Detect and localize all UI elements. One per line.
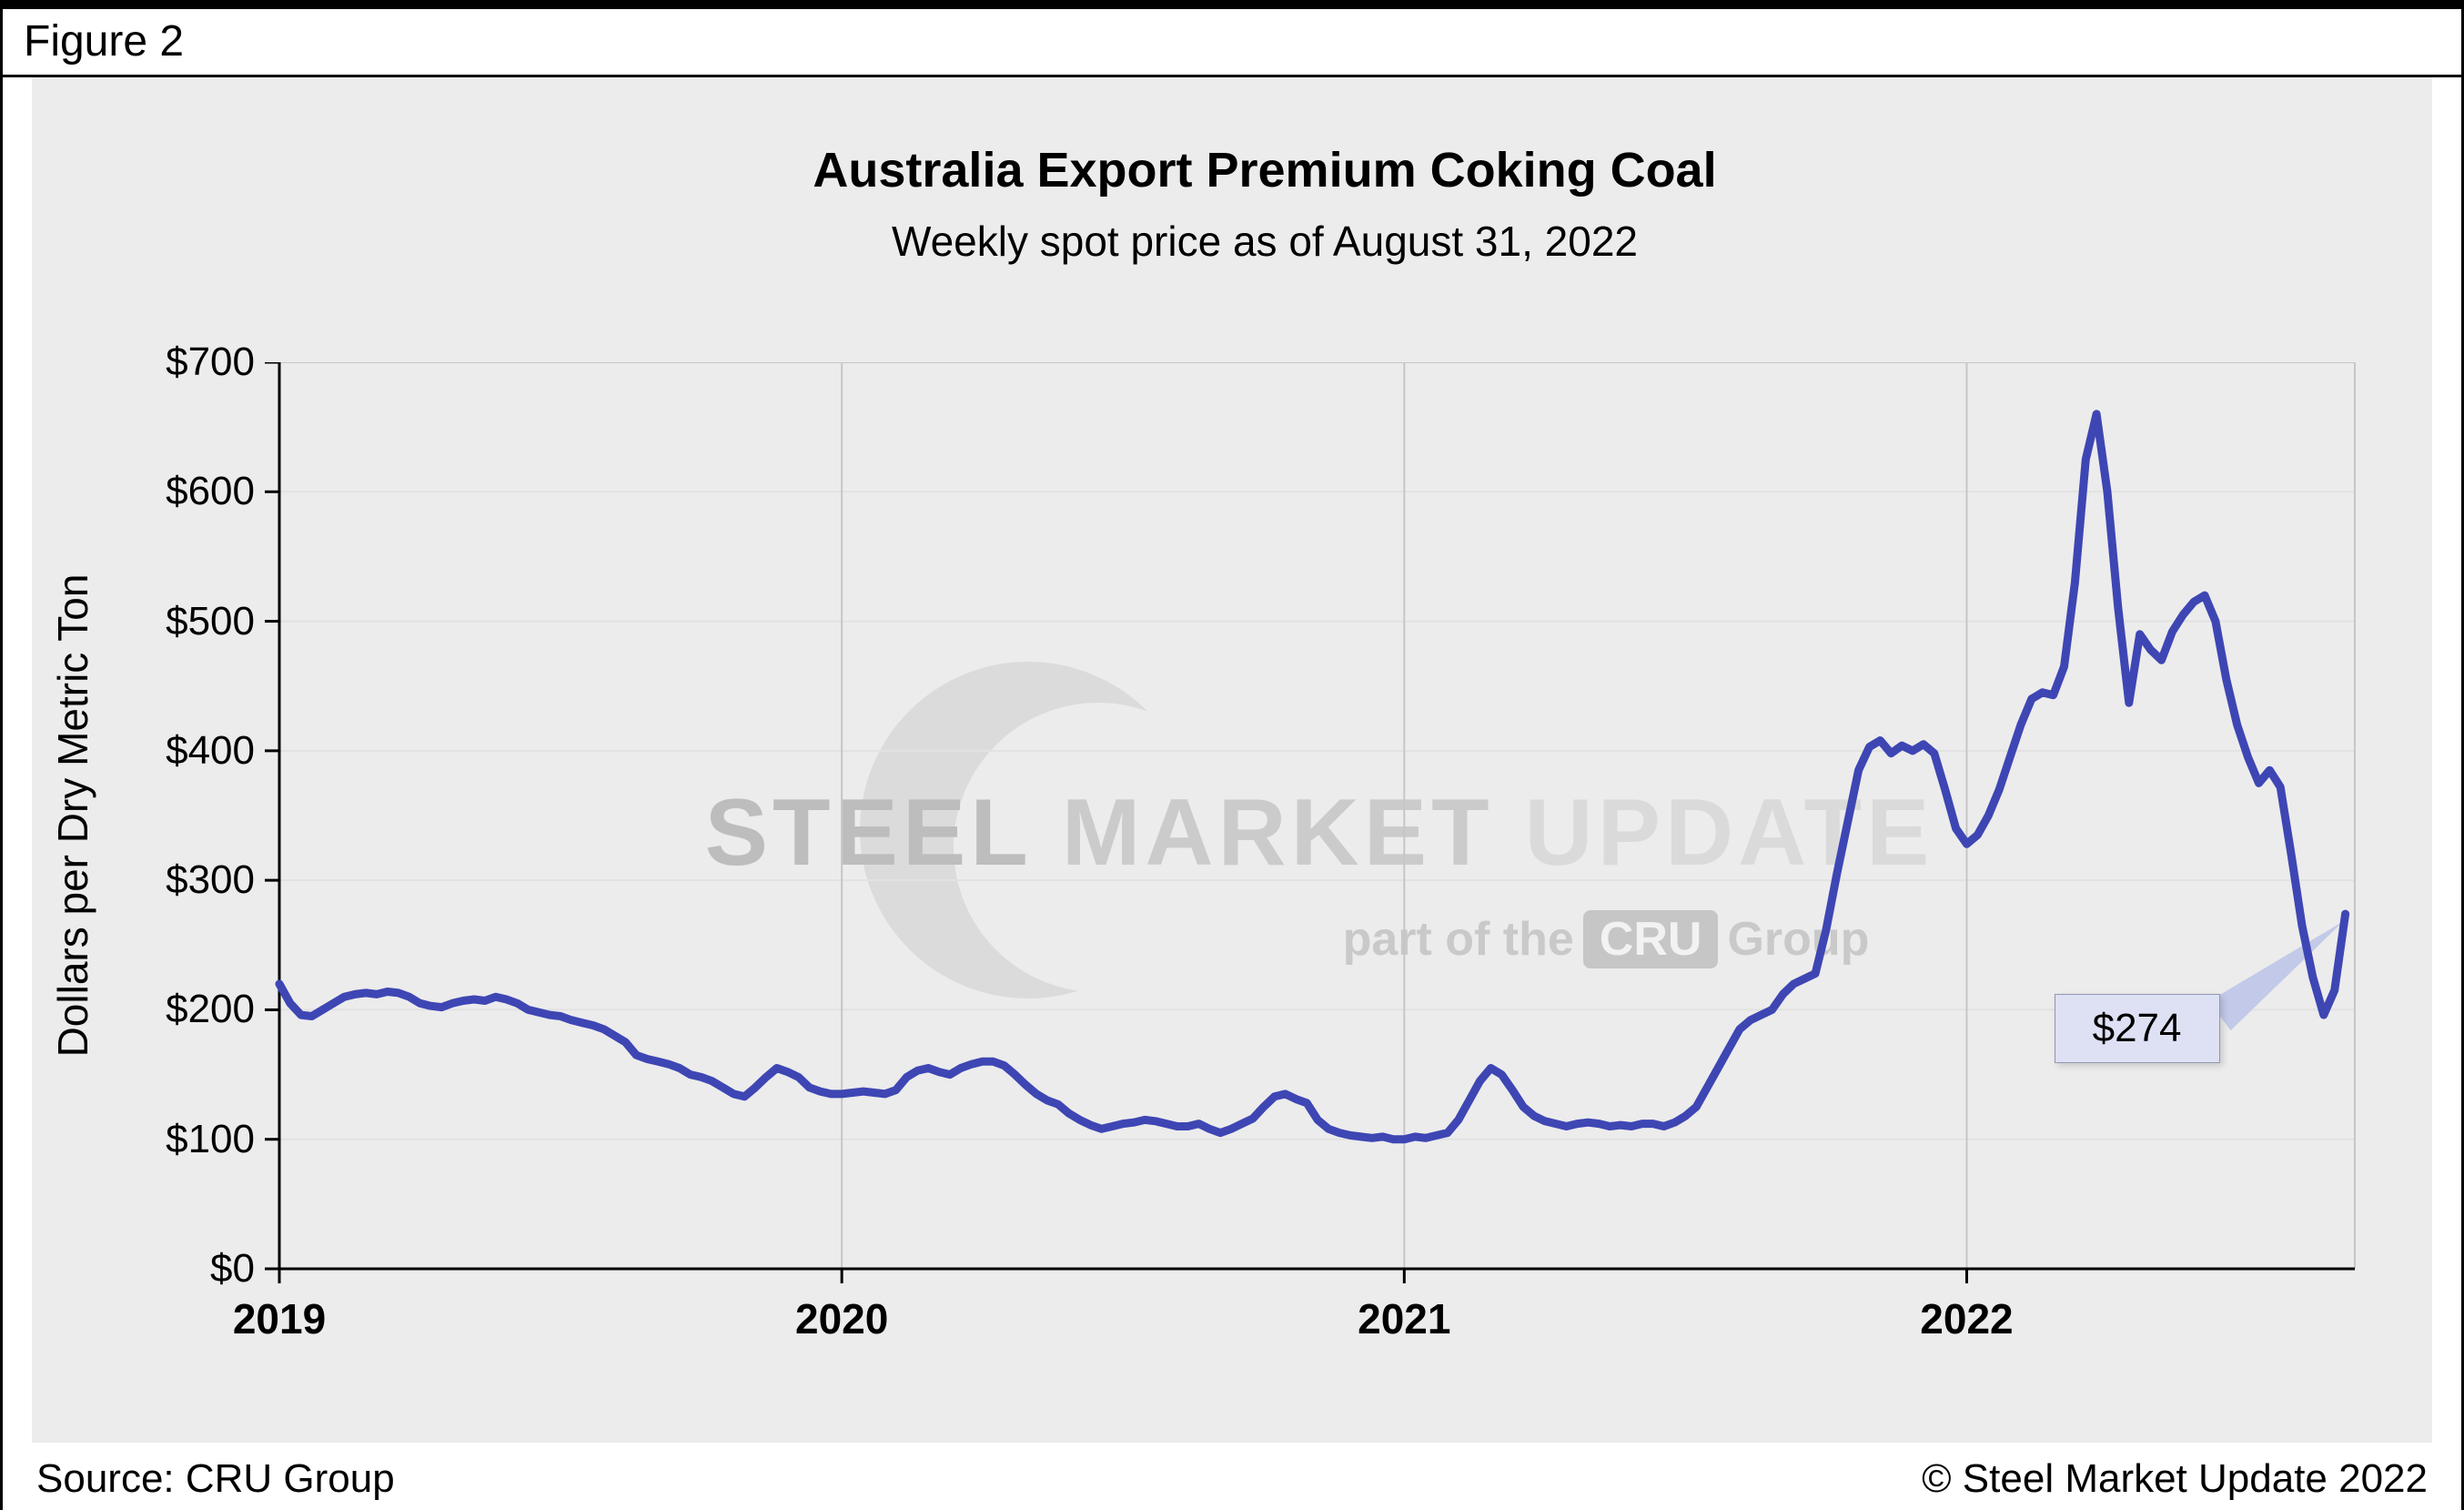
footer: Source: CRU Group © Steel Market Update …	[36, 1456, 2428, 1502]
chart-title: Australia Export Premium Coking Coal	[813, 143, 1717, 198]
left-border	[0, 0, 3, 1510]
chart-subtitle: Weekly spot price as of August 31, 2022	[892, 218, 1638, 265]
watermark-word-market: MARKET	[1061, 780, 1494, 886]
y-tick-label: $400	[166, 727, 255, 773]
x-tick-label: 2021	[1358, 1295, 1451, 1343]
figure-label: Figure 2	[24, 17, 185, 66]
y-tick-label: $200	[166, 987, 255, 1032]
copyright-note: © Steel Market Update 2022	[1922, 1456, 2428, 1501]
y-tick-label: $600	[166, 469, 255, 514]
last-price-label: $274	[2092, 1006, 2182, 1051]
last-price-callout: $274	[2054, 994, 2220, 1064]
watermark-word-steel: STEEL	[704, 780, 1031, 886]
watermark-group: Group	[1727, 913, 1870, 966]
y-tick-label: $100	[166, 1116, 255, 1161]
y-axis-title: Dollars per Dry Metric Ton	[49, 573, 96, 1058]
watermark-subtext: part of the CRU Group	[1092, 910, 2120, 968]
top-border	[0, 0, 2464, 9]
x-tick-label: 2019	[232, 1295, 327, 1343]
right-border	[2461, 0, 2464, 1510]
x-tick-label: 2020	[794, 1295, 889, 1343]
y-tick-label: $300	[166, 857, 255, 903]
x-tick-label: 2022	[1920, 1295, 2014, 1343]
watermark-text: STEEL MARKET UPDATE	[637, 779, 2002, 887]
source-note: Source: CRU Group	[36, 1456, 395, 1501]
y-tick-label: $500	[166, 598, 255, 644]
chart-panel	[32, 77, 2432, 1443]
y-tick-label: $0	[210, 1246, 255, 1291]
watermark-part-of-the: part of the	[1342, 913, 1574, 966]
watermark-word-update: UPDATE	[1524, 780, 1934, 886]
price-line-chart	[265, 362, 2356, 1283]
y-tick-label: $700	[166, 339, 255, 384]
cru-logo: CRU	[1582, 910, 1719, 968]
figure-header: Figure 2	[0, 9, 2464, 77]
